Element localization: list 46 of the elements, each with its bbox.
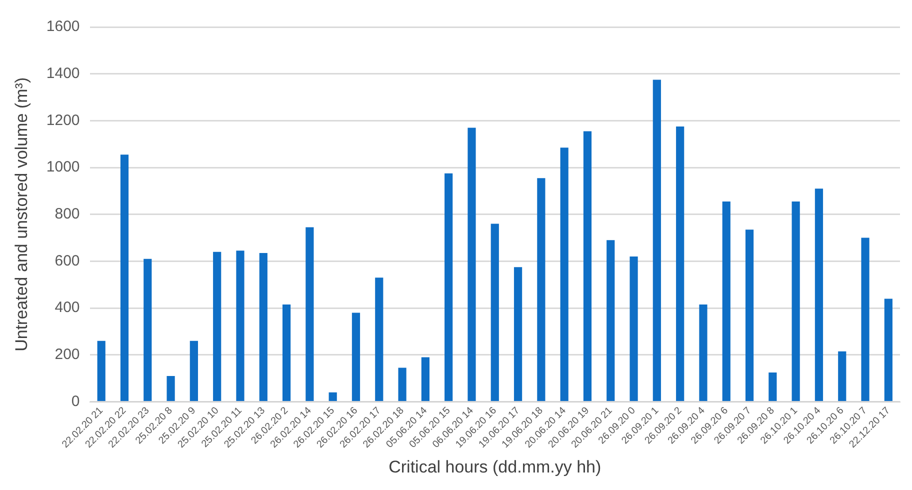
y-tick-label: 800 [54, 206, 80, 223]
y-tick-label: 1200 [46, 112, 80, 129]
bar [838, 351, 846, 402]
y-tick-label: 1600 [46, 18, 80, 36]
bar [606, 240, 615, 402]
bar [699, 304, 708, 402]
y-tick-label: 0 [71, 392, 80, 410]
bar [630, 256, 638, 402]
bar [722, 202, 730, 402]
bar [421, 357, 430, 402]
bar [814, 188, 824, 402]
bar [861, 238, 870, 402]
bar [490, 224, 499, 402]
bar [282, 304, 291, 402]
bar [144, 258, 152, 402]
y-tick-label: 600 [54, 252, 80, 270]
bar [166, 376, 175, 402]
bar [768, 372, 777, 402]
y-axis-title: Untreated and unstored volume (m³) [12, 77, 31, 352]
bar [537, 178, 546, 402]
y-tick-label: 200 [54, 346, 80, 364]
y-tick-label: 1000 [46, 158, 80, 176]
bar [398, 368, 406, 402]
bar [514, 267, 522, 402]
bar [120, 154, 129, 402]
bar [560, 148, 568, 402]
x-axis-title: Critical hours (dd.mm.yy hh) [388, 457, 602, 476]
bar [328, 392, 337, 402]
bar [884, 298, 892, 402]
bar [375, 278, 384, 402]
bar [97, 340, 106, 402]
y-tick-label: 1400 [46, 64, 80, 82]
bar [676, 126, 684, 402]
bar [583, 131, 592, 402]
bar [792, 202, 800, 402]
bar [352, 312, 360, 402]
bar [444, 173, 453, 402]
bar [745, 230, 754, 402]
y-tick-label: 400 [54, 299, 80, 316]
bar [213, 252, 222, 402]
bar [652, 80, 661, 402]
bar [236, 250, 244, 402]
bar [468, 128, 476, 402]
bar [259, 253, 268, 402]
bar [306, 227, 314, 402]
bar [190, 340, 198, 402]
